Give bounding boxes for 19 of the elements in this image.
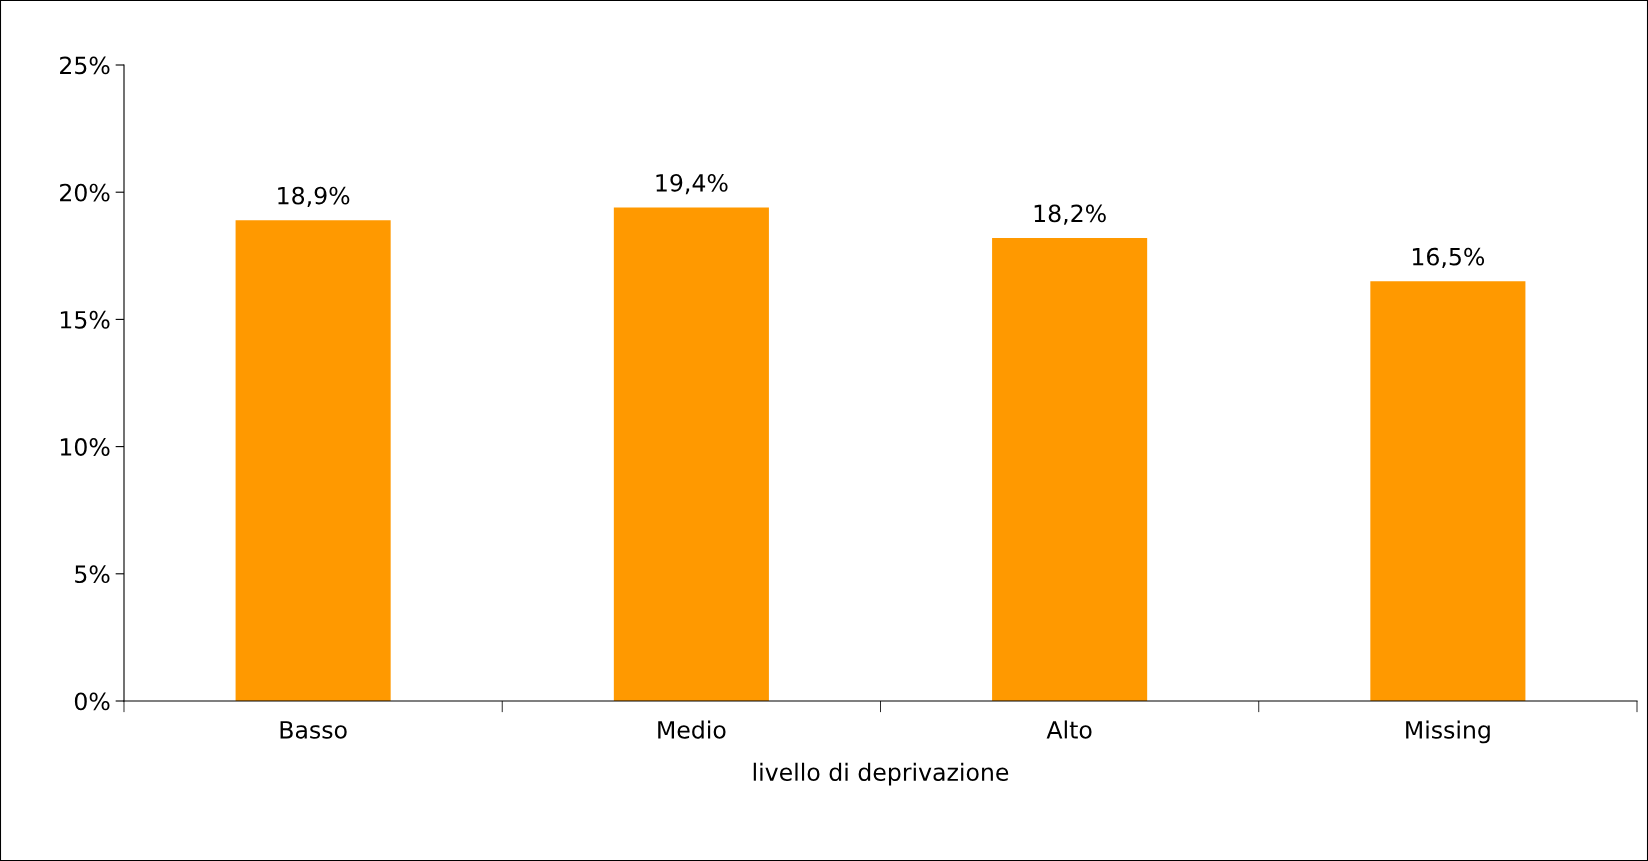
y-tick-label: 20% — [60, 183, 110, 202]
y-tick-label: 15% — [60, 310, 110, 329]
x-tick-label: Medio — [658, 720, 726, 739]
y-tick-label: 5% — [75, 565, 110, 584]
data-label: 18,9% — [278, 186, 350, 207]
x-tick-label: Missing — [1406, 720, 1490, 744]
bar — [992, 237, 1148, 701]
y-tick-label: 10% — [60, 438, 110, 456]
bar — [235, 220, 391, 701]
x-tick-label: Alto — [1046, 720, 1092, 739]
data-label: 19,4% — [656, 173, 728, 195]
bar — [613, 207, 769, 701]
bar — [1370, 281, 1526, 701]
x-tick-label: Basso — [280, 721, 347, 739]
data-label: 18,2% — [1034, 204, 1106, 225]
y-tick-label: 0% — [74, 692, 110, 711]
y-tick-label: 25% — [60, 56, 110, 75]
data-label: 16,5% — [1412, 247, 1485, 268]
x-axis-title: livello di deprivazione — [753, 762, 1009, 786]
